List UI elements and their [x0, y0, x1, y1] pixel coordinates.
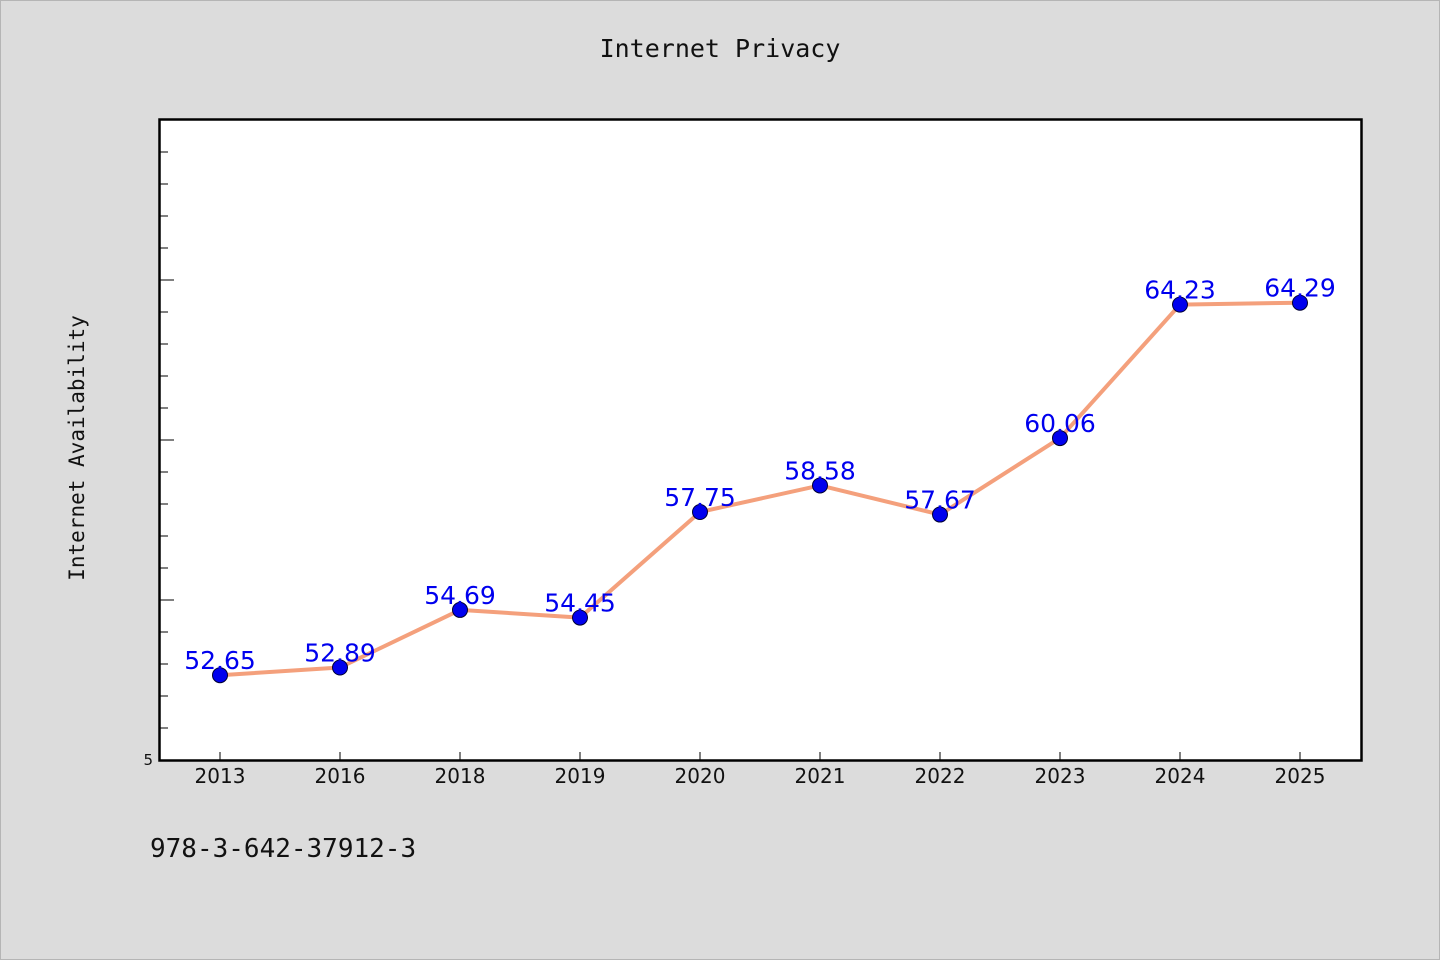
- plot-area: [158, 118, 1363, 762]
- data-label: 54.69: [424, 581, 496, 610]
- data-point: [1172, 296, 1188, 313]
- data-labels: 52.65 52.89 54.69 54.45 57.75 58.58 57.67 60.06…: [184, 274, 1336, 675]
- data-point: [572, 609, 588, 626]
- data-label: 57.67: [904, 486, 976, 515]
- data-point: [692, 504, 708, 520]
- data-point: [452, 601, 468, 618]
- data-point: [1052, 430, 1068, 447]
- x-tick-label: 2020: [675, 764, 726, 788]
- chart-title: Internet Privacy: [599, 34, 841, 63]
- x-tick-label: 2021: [795, 764, 846, 788]
- data-label: 64.29: [1264, 274, 1336, 303]
- y-axis-ticks: 5: [143, 151, 174, 769]
- data-label: 60.06: [1024, 409, 1096, 438]
- data-point: [932, 506, 948, 523]
- isbn-footer: 978-3-642-37912-3: [150, 834, 417, 864]
- series-line: [218, 300, 1302, 678]
- x-tick-label: 2022: [915, 764, 966, 788]
- x-tick-label: 2023: [1035, 764, 1086, 788]
- y-tick-label-min: 5: [143, 751, 153, 769]
- data-points: [212, 294, 1308, 684]
- data-label: 52.65: [184, 646, 256, 675]
- data-point: [812, 477, 828, 494]
- data-point: [1292, 294, 1308, 311]
- data-label: 52.89: [304, 639, 376, 668]
- data-label: 54.45: [544, 589, 616, 618]
- data-point: [212, 667, 228, 684]
- x-axis-ticks: 2013 2016 2018 2019 2020 2021 2022 2023 2024 2025: [195, 752, 1326, 788]
- x-tick-label: 2025: [1275, 764, 1326, 788]
- x-tick-label: 2013: [195, 764, 246, 788]
- data-label: 64.23: [1144, 276, 1216, 305]
- x-tick-label: 2024: [1155, 764, 1206, 788]
- data-label: 58.58: [784, 456, 856, 485]
- data-label: 57.75: [664, 483, 736, 512]
- x-tick-label: 2019: [555, 764, 606, 788]
- x-tick-label: 2016: [315, 764, 366, 788]
- data-point: [332, 659, 348, 676]
- x-tick-label: 2018: [435, 764, 486, 788]
